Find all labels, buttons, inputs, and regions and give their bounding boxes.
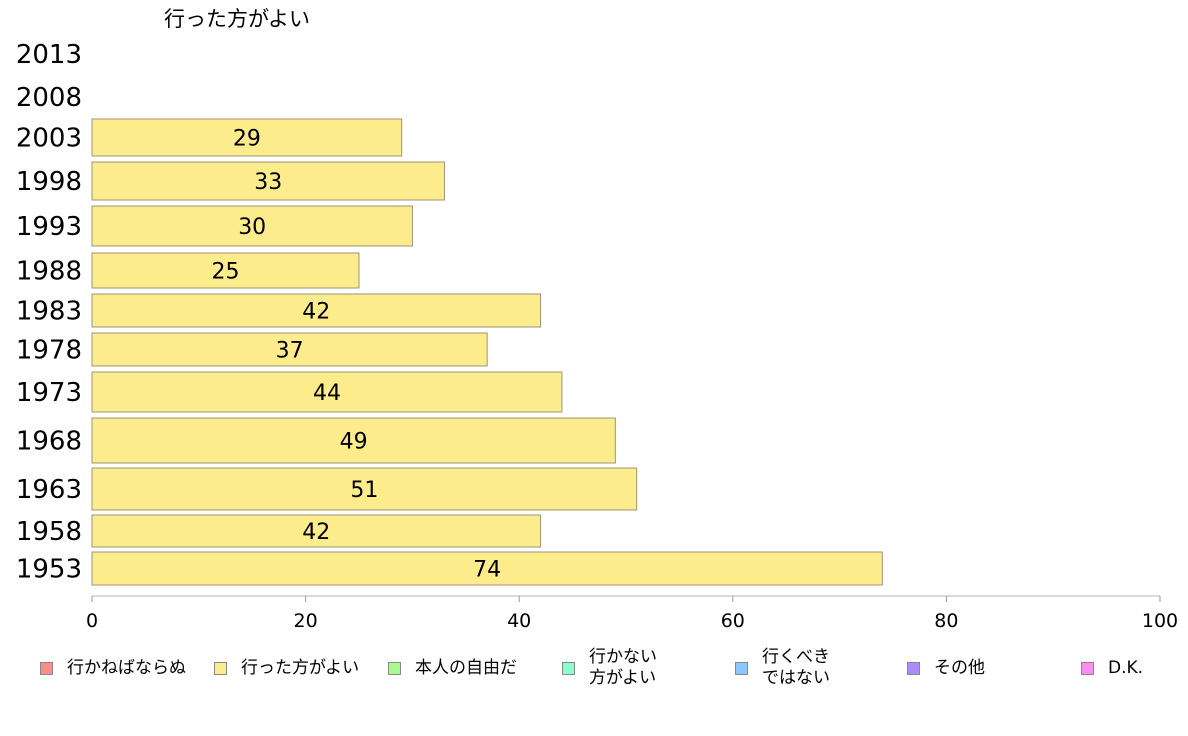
x-tick-label: 40 xyxy=(507,610,531,632)
bars-group: 29 33 30 25 42 37 44 49 51 42 74 xyxy=(91,118,883,586)
x-axis: 0 20 40 60 80 100 xyxy=(86,595,1178,632)
legend-swatch-icon xyxy=(562,661,575,675)
bar-value-label: 74 xyxy=(473,558,501,583)
y-tick-label: 2013 xyxy=(16,40,82,70)
y-tick-label: 2008 xyxy=(16,83,82,113)
bar-value-label: 29 xyxy=(233,127,261,152)
legend-item-free-choice: 本人の自由だ xyxy=(388,640,517,696)
x-tick-label: 0 xyxy=(86,610,98,632)
bar-value-label: 49 xyxy=(340,430,368,455)
y-tick-label: 1953 xyxy=(16,555,82,585)
y-tick-labels: 2013 2008 2003 1998 1993 1988 1983 1978 1973 1968… xyxy=(16,40,82,585)
legend-label: 行った方がよい xyxy=(241,657,360,678)
bar-value-label: 33 xyxy=(254,170,282,195)
bar xyxy=(91,551,883,586)
y-tick-label: 1988 xyxy=(16,257,82,287)
legend-label: その他 xyxy=(934,657,985,678)
legend: 行かねばならぬ 行った方がよい 本人の自由だ 行かない 方がよい 行くべき では… xyxy=(0,640,1188,700)
bar xyxy=(91,252,360,289)
legend-label: 行くべき ではない xyxy=(762,647,830,688)
bar-value-label: 44 xyxy=(313,381,341,406)
legend-item-better-not-go: 行かない 方がよい xyxy=(562,640,657,696)
bar-value-label: 25 xyxy=(212,260,240,285)
y-tick-label: 1978 xyxy=(16,336,82,366)
y-tick-label: 1993 xyxy=(16,212,82,242)
bar-value-label: 51 xyxy=(350,478,378,503)
chart-title: 行った方がよい xyxy=(164,7,310,31)
bar xyxy=(91,371,563,413)
legend-label: 行かねばならぬ xyxy=(67,657,186,678)
legend-swatch-icon xyxy=(40,661,53,675)
legend-swatch-icon xyxy=(907,661,920,675)
legend-label: 本人の自由だ xyxy=(415,657,517,678)
bar-value-label: 42 xyxy=(302,520,330,545)
y-tick-label: 1958 xyxy=(16,517,82,547)
x-tick-label: 20 xyxy=(294,610,318,632)
x-tick-label: 80 xyxy=(934,610,958,632)
legend-item-should-not-go: 行くべき ではない xyxy=(735,640,830,696)
y-tick-label: 1963 xyxy=(16,475,82,505)
bar xyxy=(91,161,445,201)
legend-label: D.K. xyxy=(1108,657,1144,678)
bar xyxy=(91,293,542,328)
bar xyxy=(91,332,488,367)
legend-item-dk: D.K. xyxy=(1081,640,1143,696)
y-tick-label: 1998 xyxy=(16,167,82,197)
y-tick-label: 2003 xyxy=(16,124,82,154)
bar xyxy=(91,118,403,157)
y-tick-label: 1968 xyxy=(16,427,82,457)
legend-item-other: その他 xyxy=(907,640,985,696)
legend-swatch-icon xyxy=(214,661,227,675)
bar xyxy=(91,514,542,548)
legend-item-better-to-go: 行った方がよい xyxy=(214,640,359,696)
bar-value-label: 37 xyxy=(276,339,304,364)
bar xyxy=(91,205,413,247)
y-tick-label: 1983 xyxy=(16,297,82,327)
legend-swatch-icon xyxy=(1081,661,1094,675)
y-tick-label: 1973 xyxy=(16,378,82,408)
x-tick-label: 60 xyxy=(721,610,745,632)
legend-label: 行かない 方がよい xyxy=(589,647,657,688)
x-tick-label: 100 xyxy=(1142,610,1178,632)
bar-value-label: 42 xyxy=(302,300,330,325)
legend-item-must-go: 行かねばならぬ xyxy=(40,640,186,696)
bar xyxy=(91,417,616,464)
legend-swatch-icon xyxy=(388,661,401,675)
legend-swatch-icon xyxy=(735,661,748,675)
bar xyxy=(91,467,638,511)
bar-value-label: 30 xyxy=(238,215,266,240)
